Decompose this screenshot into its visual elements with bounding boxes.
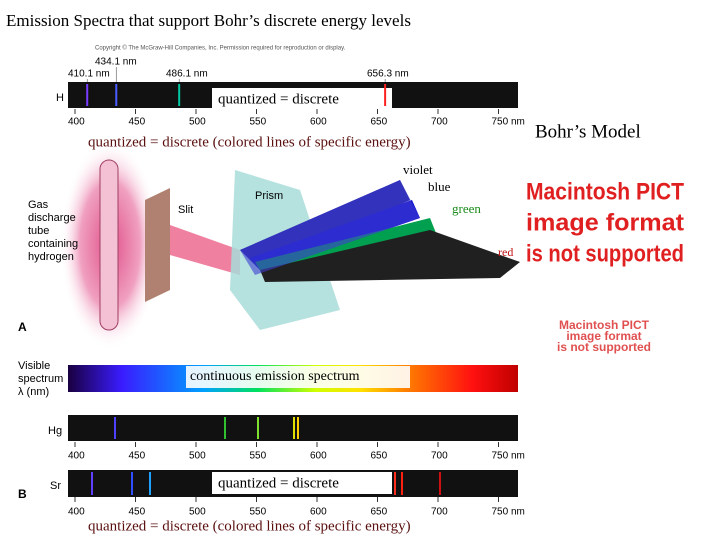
element-label: Hg xyxy=(48,425,62,437)
tick-label: 450 xyxy=(129,117,146,128)
element-label: Sr xyxy=(50,480,61,492)
tick-label: 650 xyxy=(371,507,388,518)
color-label: red xyxy=(498,245,513,259)
tick-label: 550 xyxy=(250,451,267,462)
tube xyxy=(99,159,119,331)
tick-label: 450 xyxy=(129,507,146,518)
beam-in xyxy=(170,225,240,275)
visible-label: spectrum xyxy=(18,373,63,385)
beam-spread xyxy=(240,180,420,275)
tick-label: 450 xyxy=(129,451,146,462)
copyright: Copyright © The McGraw-Hill Companies, I… xyxy=(95,45,346,52)
pict-notice-small: is not supported xyxy=(557,340,651,354)
tick-label: 600 xyxy=(310,507,327,518)
caption-backing xyxy=(212,472,392,494)
tick-label: 750 nm xyxy=(492,451,525,462)
slit xyxy=(145,188,170,302)
caption: quantized = discrete (colored lines of s… xyxy=(88,518,411,534)
tick-label: 650 xyxy=(371,451,388,462)
visible-label: λ (nm) xyxy=(18,386,49,398)
tick-label: 550 xyxy=(250,507,267,518)
visible-label: Visible xyxy=(18,360,50,372)
tick-label: 550 xyxy=(250,117,267,128)
tube-label: hydrogen xyxy=(28,251,74,263)
tick-label: 400 xyxy=(68,507,85,518)
color-label: violet xyxy=(403,162,433,177)
pict-notice-small: image format xyxy=(566,329,641,343)
tick-label: 750 nm xyxy=(492,507,525,518)
line-label: 410.1 nm xyxy=(68,69,110,80)
heading: Bohr’s Model xyxy=(535,121,641,142)
beam-red-shadow xyxy=(260,230,520,282)
tick-label: 700 xyxy=(431,451,448,462)
pict-notice-small: Macintosh PICT xyxy=(559,318,650,332)
tick-label: 400 xyxy=(68,451,85,462)
panel-label: B xyxy=(18,487,27,501)
tick-label: 600 xyxy=(310,117,327,128)
tube-label: discharge xyxy=(28,212,76,224)
caption: continuous emission spectrum xyxy=(190,369,360,384)
tube-label: tube xyxy=(28,225,49,237)
tick-label: 500 xyxy=(189,451,206,462)
line-label: 486.1 nm xyxy=(166,69,208,80)
caption: quantized = discrete xyxy=(218,475,339,491)
caption-backing xyxy=(186,366,410,388)
line-label: 656.3 nm xyxy=(367,69,409,80)
title: Emission Spectra that support Bohr’s dis… xyxy=(6,11,411,30)
tick-label: 700 xyxy=(431,507,448,518)
tick-label: 700 xyxy=(431,117,448,128)
label: Slit xyxy=(178,204,193,216)
pict-notice: is not supported xyxy=(526,240,684,267)
color-label: green xyxy=(452,201,481,216)
tick-label: 750 nm xyxy=(492,117,525,128)
caption: quantized = discrete (colored lines of s… xyxy=(88,134,411,150)
tick-label: 600 xyxy=(310,451,327,462)
tick-label: 400 xyxy=(68,117,85,128)
pict-notice: image format xyxy=(526,209,684,236)
line-label: 434.1 nm xyxy=(95,57,137,68)
element-label: H xyxy=(56,92,64,104)
tick-label: 500 xyxy=(189,507,206,518)
tick-label: 500 xyxy=(189,117,206,128)
tube-label: Gas xyxy=(28,199,49,211)
tick-label: 650 xyxy=(371,117,388,128)
caption-backing xyxy=(212,88,392,110)
color-label: blue xyxy=(428,179,451,194)
panel-label: A xyxy=(18,320,27,334)
tube-label: containing xyxy=(28,238,78,250)
label: Prism xyxy=(255,190,283,202)
caption: quantized = discrete xyxy=(218,91,339,107)
pict-notice: Macintosh PICT xyxy=(526,178,684,205)
